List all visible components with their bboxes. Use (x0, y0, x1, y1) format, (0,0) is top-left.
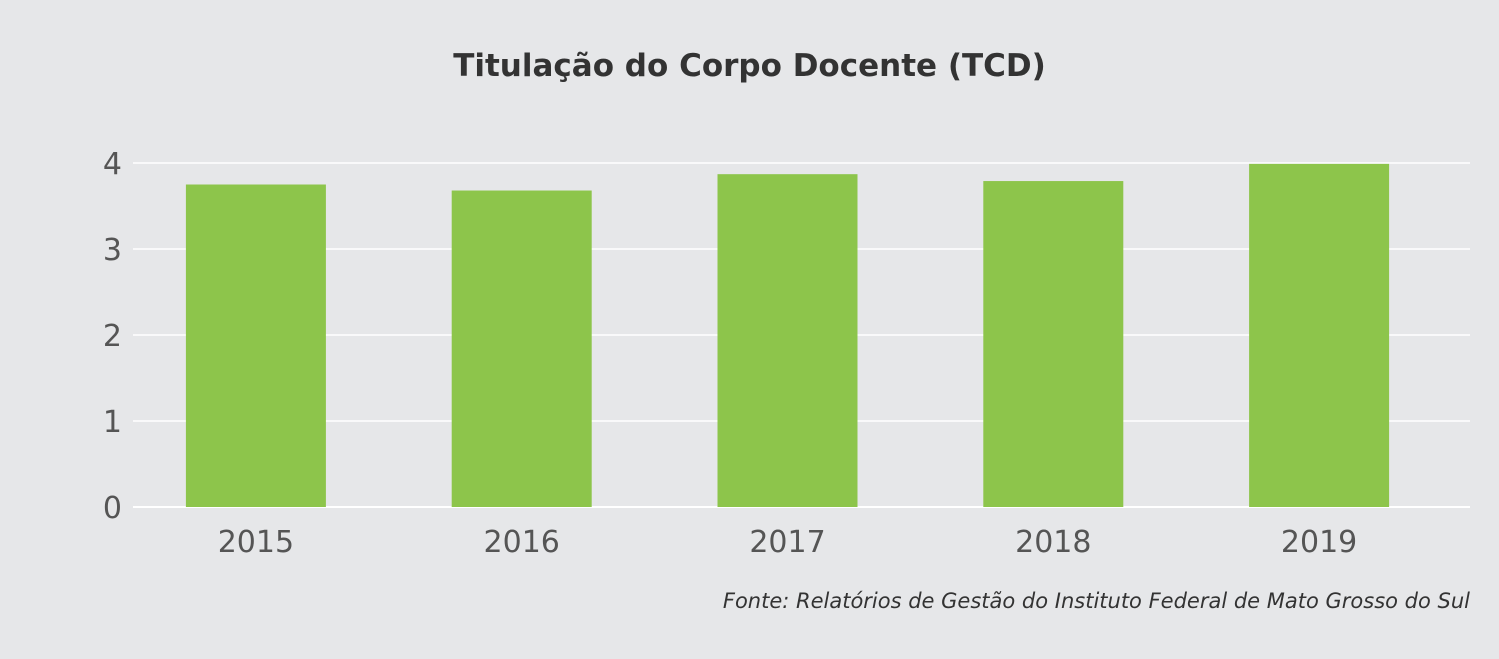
x-tick-label: 2019 (1281, 525, 1357, 560)
bar-2018 (983, 181, 1124, 507)
y-tick-label: 0 (103, 491, 122, 526)
bar-2019 (1249, 163, 1390, 508)
x-tick-label: 2018 (1015, 525, 1091, 560)
bar-2015 (185, 184, 326, 507)
x-tick-label: 2017 (749, 525, 825, 560)
chart-title: Titulação do Corpo Docente (TCD) (453, 48, 1046, 84)
y-tick-label: 2 (103, 319, 122, 354)
y-tick-label: 3 (103, 233, 122, 268)
bar-2016 (451, 190, 592, 507)
y-tick-label: 4 (103, 147, 122, 182)
source-note: Fonte: Relatórios de Gestão do Instituto… (722, 589, 1470, 613)
y-axis-ticks: 0 1 2 3 4 (103, 147, 122, 526)
bars (185, 163, 1390, 508)
y-tick-label: 1 (103, 405, 122, 440)
x-tick-label: 2015 (218, 525, 294, 560)
bar-2017 (717, 174, 858, 507)
x-tick-label: 2016 (484, 525, 560, 560)
x-axis-ticks: 2015 2016 2017 2018 2019 (218, 525, 1358, 560)
